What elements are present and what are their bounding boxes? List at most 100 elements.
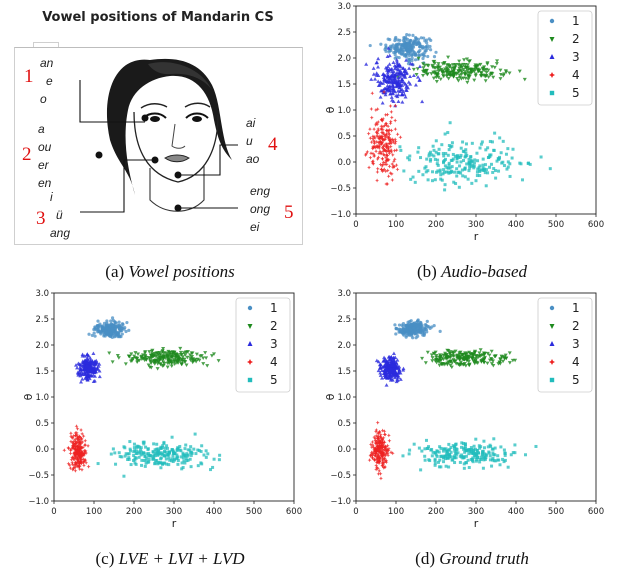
- data-point: [96, 319, 100, 323]
- data-point: [385, 83, 390, 88]
- data-point: [86, 464, 91, 469]
- data-point: [407, 33, 411, 37]
- data-point: [451, 66, 456, 71]
- data-point: [464, 461, 468, 465]
- data-point: [391, 91, 396, 96]
- data-point: [370, 443, 375, 448]
- data-point: [444, 152, 448, 156]
- data-point: [408, 82, 413, 86]
- data-point: [75, 449, 80, 454]
- data-point: [194, 452, 198, 456]
- data-point: [430, 359, 435, 363]
- data-point: [411, 45, 416, 49]
- series-2: [395, 55, 527, 85]
- data-point: [430, 325, 434, 329]
- data-point: [162, 440, 166, 444]
- data-point: [380, 137, 385, 142]
- data-point: [413, 58, 418, 62]
- data-point: [488, 454, 492, 458]
- data-point: [379, 142, 384, 147]
- data-point: [114, 321, 118, 325]
- data-point: [443, 132, 447, 136]
- data-point: [503, 453, 507, 457]
- data-point: [453, 154, 457, 158]
- data-point: [433, 451, 437, 455]
- y-tick-label: 3.0: [337, 289, 351, 299]
- data-point: [383, 448, 388, 453]
- data-point: [373, 135, 378, 140]
- data-point: [419, 328, 423, 332]
- data-point: [485, 361, 490, 366]
- legend-label: 4: [572, 68, 580, 82]
- data-point: [377, 151, 382, 156]
- data-point: [146, 460, 150, 464]
- data-point: [374, 133, 379, 138]
- data-point: [77, 459, 82, 464]
- data-point: [408, 74, 413, 78]
- data-point: [192, 447, 196, 451]
- y-tick-label: −1.0: [330, 497, 351, 507]
- vowel: o: [40, 92, 47, 106]
- data-point: [80, 431, 85, 436]
- data-point: [140, 463, 144, 467]
- data-point: [491, 75, 496, 80]
- data-point: [369, 450, 374, 455]
- data-point: [118, 455, 122, 459]
- data-point: [442, 460, 446, 464]
- group-5-vowels: eng ong ei: [250, 182, 270, 236]
- data-point: [375, 131, 380, 136]
- data-point: [77, 444, 82, 449]
- data-point: [388, 144, 393, 149]
- data-point: [77, 463, 82, 468]
- data-point: [408, 61, 413, 66]
- data-point: [497, 458, 501, 462]
- data-point: [472, 444, 476, 448]
- data-point: [399, 48, 403, 52]
- data-point: [470, 352, 475, 357]
- data-point: [474, 455, 478, 459]
- data-point: [401, 366, 406, 371]
- data-point: [504, 152, 508, 156]
- data-point: [379, 81, 384, 85]
- x-tick-label: 300: [468, 220, 484, 230]
- data-point: [383, 160, 388, 165]
- data-point: [510, 358, 515, 363]
- data-point: [161, 452, 165, 456]
- data-point: [426, 178, 430, 182]
- data-point: [382, 73, 387, 77]
- data-point: [432, 324, 436, 328]
- data-point: [387, 76, 392, 80]
- group-number-5: 5: [284, 202, 294, 223]
- data-point: [376, 120, 381, 125]
- data-point: [470, 356, 475, 361]
- data-point: [92, 331, 96, 335]
- data-point: [168, 350, 173, 355]
- data-point: [476, 451, 480, 455]
- data-point: [371, 66, 376, 70]
- data-point: [385, 64, 390, 69]
- data-point: [434, 80, 439, 84]
- data-point: [431, 170, 435, 174]
- data-point: [377, 429, 382, 434]
- data-point: [375, 456, 380, 461]
- data-point: [85, 356, 90, 360]
- data-point: [468, 161, 472, 165]
- data-point: [385, 73, 390, 78]
- data-point: [476, 167, 480, 171]
- data-point: [398, 371, 403, 375]
- data-point: [435, 162, 439, 166]
- data-point: [404, 88, 409, 92]
- data-point: [165, 446, 169, 450]
- data-point: [170, 435, 174, 439]
- data-point: [371, 144, 376, 149]
- data-point: [489, 444, 493, 448]
- data-point: [503, 458, 507, 462]
- data-point: [395, 62, 400, 66]
- data-point: [159, 457, 163, 461]
- data-point: [401, 66, 406, 70]
- data-point: [434, 50, 438, 54]
- data-point: [475, 174, 479, 178]
- data-point: [396, 82, 401, 86]
- data-point: [447, 163, 451, 167]
- data-point: [379, 126, 384, 131]
